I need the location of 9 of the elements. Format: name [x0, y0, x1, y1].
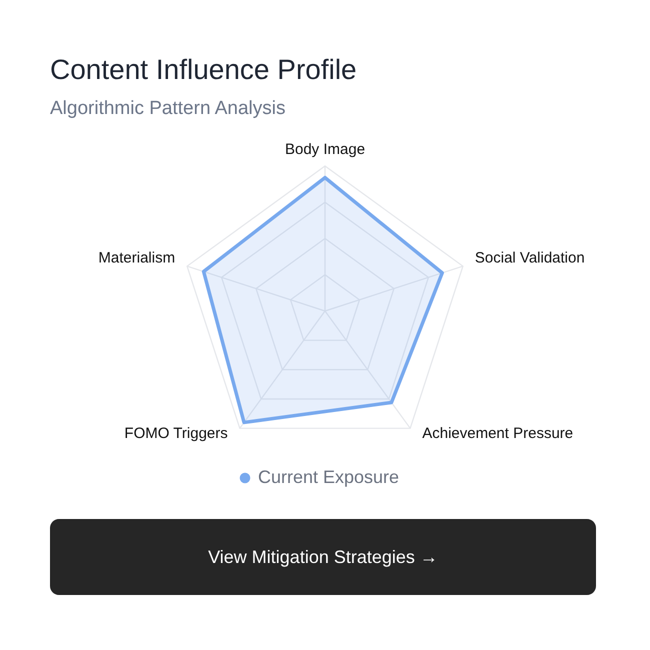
spoke-label: FOMO Triggers [124, 425, 228, 442]
text: View Mitigation Strategies → [208, 547, 438, 567]
chart-title: Content Influence Profile [50, 54, 357, 85]
spoke-label: Social Validation [474, 249, 585, 266]
spoke-label: Achievement Pressure [422, 425, 574, 442]
legend-label: Current Exposure [258, 467, 400, 487]
spoke-label: Body Image [284, 141, 366, 158]
spoke-label: Materialism [98, 249, 176, 266]
chart-subtitle: Algorithmic Pattern Analysis [50, 98, 286, 119]
